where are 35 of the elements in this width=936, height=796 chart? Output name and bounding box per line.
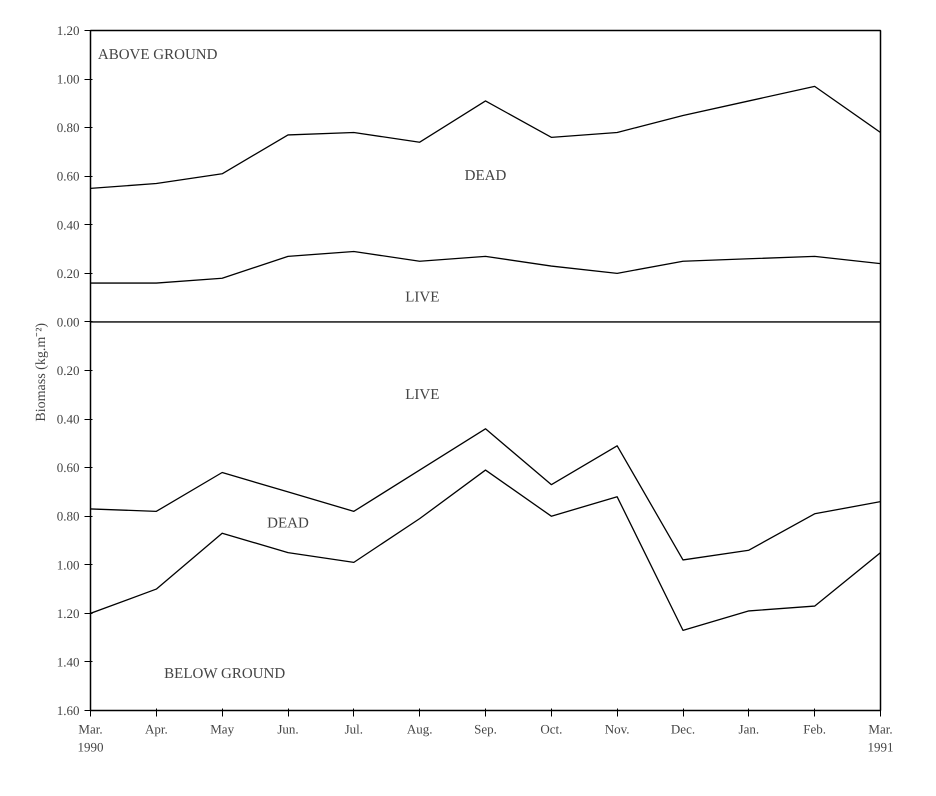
- annotation: DEAD: [267, 516, 309, 532]
- y-tick-label: 0.40: [56, 217, 80, 232]
- x-tick-label: Mar. 1990: [78, 722, 104, 754]
- y-tick-label: 1.00: [56, 72, 80, 87]
- y-axis-title: Biomass (kg.m⁻²): [34, 322, 49, 422]
- annotation: ABOVE GROUND: [98, 46, 218, 63]
- x-tick-label: Nov.: [604, 722, 630, 736]
- x-tick-label: Aug.: [406, 722, 432, 736]
- annotation: BELOW GROUND: [164, 666, 286, 682]
- y-tick-label: 1.20: [56, 23, 80, 38]
- y-tick-label: 1.20: [56, 606, 80, 621]
- x-tick-label: Oct.: [540, 722, 562, 736]
- y-tick-label: 0.80: [56, 120, 80, 136]
- y-tick-label: 1.00: [56, 557, 80, 572]
- x-tick-label: Sep.: [474, 722, 497, 736]
- y-tick-label: 0.20: [56, 363, 80, 378]
- x-tick-label: Apr.: [144, 722, 168, 736]
- y-tick-label: 0.60: [56, 168, 80, 184]
- annotation: DEAD: [464, 168, 506, 184]
- y-tick-label: 0.20: [56, 266, 80, 281]
- y-tick-label: 1.60: [56, 703, 80, 718]
- y-tick-label: 0.40: [56, 412, 80, 427]
- y-tick-label: 1.40: [56, 654, 80, 670]
- x-tick-label: Dec.: [670, 722, 696, 736]
- x-tick-label: May: [210, 722, 235, 736]
- y-tick-label: 0.80: [56, 508, 80, 524]
- x-tick-label: Jul.: [344, 722, 364, 736]
- annotation: LIVE: [405, 386, 440, 403]
- x-tick-label: Jan.: [738, 722, 760, 736]
- x-tick-label: Feb.: [803, 722, 826, 736]
- annotation: LIVE: [405, 290, 440, 306]
- x-tick-label: Jun.: [277, 722, 299, 736]
- y-tick-label: 0.00: [56, 314, 80, 330]
- y-tick-label: 0.60: [56, 460, 80, 476]
- x-tick-label: Mar. 1991: [868, 722, 894, 754]
